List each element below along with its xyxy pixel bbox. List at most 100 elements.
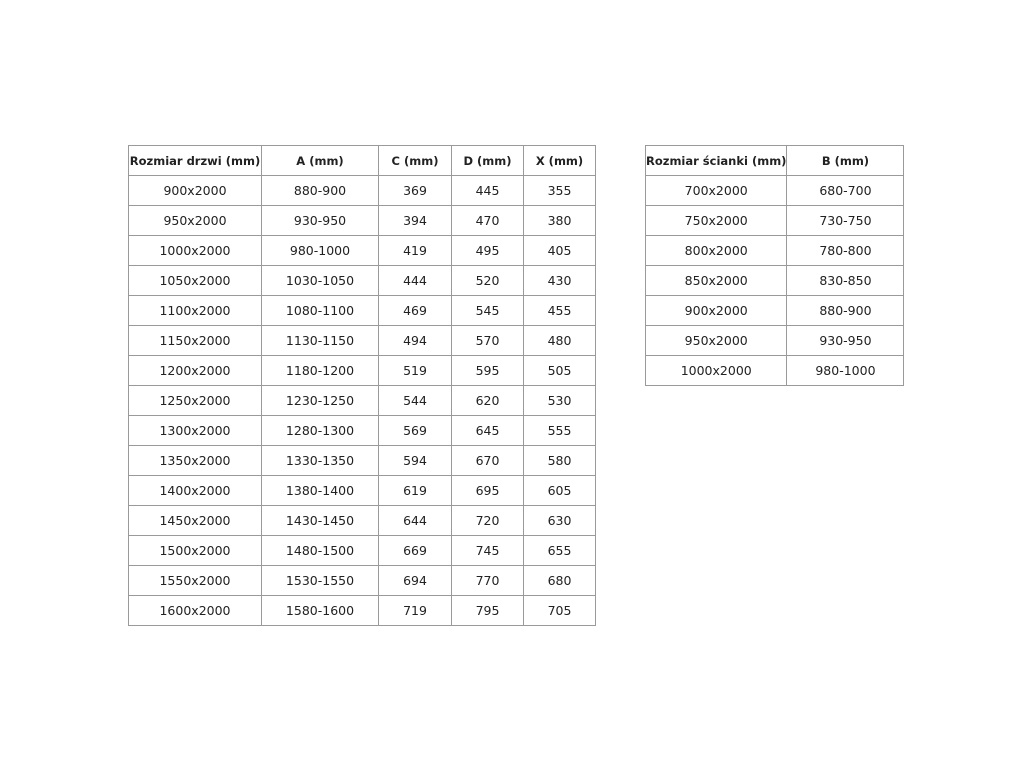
table-cell: 545: [451, 295, 524, 326]
column-header: D (mm): [451, 145, 524, 176]
table-cell: 494: [378, 325, 452, 356]
table-cell: 770: [451, 565, 524, 596]
table-cell: 1400x2000: [128, 475, 262, 506]
table-cell: 595: [451, 355, 524, 386]
table-cell: 800x2000: [644, 235, 788, 266]
table-cell: 980-1000: [786, 355, 905, 386]
table-cell: 950x2000: [128, 205, 262, 236]
table-cell: 594: [378, 445, 452, 476]
table-cell: 900x2000: [128, 175, 262, 206]
table-cell: 469: [378, 295, 452, 326]
table-cell: 1300x2000: [128, 415, 262, 446]
table-cell: 544: [378, 385, 452, 416]
table-cell: 950x2000: [644, 325, 788, 356]
table-cell: 1030-1050: [261, 265, 379, 296]
column-header: A (mm): [261, 145, 379, 176]
table-cell: 655: [523, 535, 596, 566]
table-row: 1150x2000 1130-1150 494 570 480: [128, 325, 596, 356]
table-cell: 380: [523, 205, 596, 236]
table-cell: 419: [378, 235, 452, 266]
table-cell: 719: [378, 595, 452, 626]
table-cell: 644: [378, 505, 452, 536]
column-header: Rozmiar ścianki (mm): [644, 145, 788, 176]
table-cell: 695: [451, 475, 524, 506]
table-row: 750x2000 730-750: [644, 205, 905, 236]
table-row: 1350x2000 1330-1350 594 670 580: [128, 445, 596, 476]
table-cell: 1430-1450: [261, 505, 379, 536]
table-cell: 1130-1150: [261, 325, 379, 356]
table-cell: 1600x2000: [128, 595, 262, 626]
table-cell: 605: [523, 475, 596, 506]
table-row: 800x2000 780-800: [644, 235, 905, 266]
table-cell: 980-1000: [261, 235, 379, 266]
table-cell: 880-900: [261, 175, 379, 206]
table-cell: 670: [451, 445, 524, 476]
table-cell: 570: [451, 325, 524, 356]
table-row: 1050x2000 1030-1050 444 520 430: [128, 265, 596, 296]
table-cell: 780-800: [786, 235, 905, 266]
table-cell: 619: [378, 475, 452, 506]
table-cell: 680-700: [786, 175, 905, 206]
table-cell: 1200x2000: [128, 355, 262, 386]
table-cell: 1250x2000: [128, 385, 262, 416]
table-row: 1550x2000 1530-1550 694 770 680: [128, 565, 596, 596]
column-header: Rozmiar drzwi (mm): [128, 145, 262, 176]
table-cell: 620: [451, 385, 524, 416]
column-header: X (mm): [523, 145, 596, 176]
table-cell: 394: [378, 205, 452, 236]
column-header: C (mm): [378, 145, 452, 176]
wall-size-table: Rozmiar ścianki (mm) B (mm) 700x2000 680-7…: [644, 145, 905, 386]
table-cell: 900x2000: [644, 295, 788, 326]
table-cell: 1580-1600: [261, 595, 379, 626]
table-cell: 470: [451, 205, 524, 236]
table-cell: 455: [523, 295, 596, 326]
table-cell: 1530-1550: [261, 565, 379, 596]
table-row: 900x2000 880-900: [644, 295, 905, 326]
table-row: 1100x2000 1080-1100 469 545 455: [128, 295, 596, 326]
table-cell: 569: [378, 415, 452, 446]
column-header: B (mm): [786, 145, 905, 176]
table-row: 1200x2000 1180-1200 519 595 505: [128, 355, 596, 386]
table-cell: 1180-1200: [261, 355, 379, 386]
table-cell: 694: [378, 565, 452, 596]
table-cell: 730-750: [786, 205, 905, 236]
table-row: 1000x2000 980-1000: [644, 355, 905, 386]
table-cell: 1330-1350: [261, 445, 379, 476]
table-cell: 1100x2000: [128, 295, 262, 326]
table-cell: 1500x2000: [128, 535, 262, 566]
table-cell: 430: [523, 265, 596, 296]
table-cell: 930-950: [261, 205, 379, 236]
table-cell: 369: [378, 175, 452, 206]
table-cell: 520: [451, 265, 524, 296]
table-cell: 850x2000: [644, 265, 788, 296]
table-cell: 930-950: [786, 325, 905, 356]
table-cell: 530: [523, 385, 596, 416]
table-cell: 355: [523, 175, 596, 206]
table-cell: 519: [378, 355, 452, 386]
table-cell: 795: [451, 595, 524, 626]
table-cell: 720: [451, 505, 524, 536]
table-row: 950x2000 930-950: [644, 325, 905, 356]
table-cell: 1000x2000: [644, 355, 788, 386]
table-row: 950x2000 930-950 394 470 380: [128, 205, 596, 236]
table-cell: 880-900: [786, 295, 905, 326]
table-cell: 445: [451, 175, 524, 206]
table-cell: 480: [523, 325, 596, 356]
header-row: Rozmiar ścianki (mm) B (mm): [644, 145, 905, 176]
table-cell: 580: [523, 445, 596, 476]
table-row: 1000x2000 980-1000 419 495 405: [128, 235, 596, 266]
header-row: Rozmiar drzwi (mm) A (mm) C (mm) D (mm) X (m…: [128, 145, 596, 176]
table-cell: 1050x2000: [128, 265, 262, 296]
table-cell: 1550x2000: [128, 565, 262, 596]
table-cell: 1150x2000: [128, 325, 262, 356]
table-cell: 705: [523, 595, 596, 626]
table-cell: 495: [451, 235, 524, 266]
table-cell: 1230-1250: [261, 385, 379, 416]
table-row: 1450x2000 1430-1450 644 720 630: [128, 505, 596, 536]
table-cell: 680: [523, 565, 596, 596]
door-size-table: Rozmiar drzwi (mm) A (mm) C (mm) D (mm) X (m…: [128, 145, 596, 626]
table-cell: 1280-1300: [261, 415, 379, 446]
table-row: 700x2000 680-700: [644, 175, 905, 206]
table-cell: 645: [451, 415, 524, 446]
table-cell: 669: [378, 535, 452, 566]
